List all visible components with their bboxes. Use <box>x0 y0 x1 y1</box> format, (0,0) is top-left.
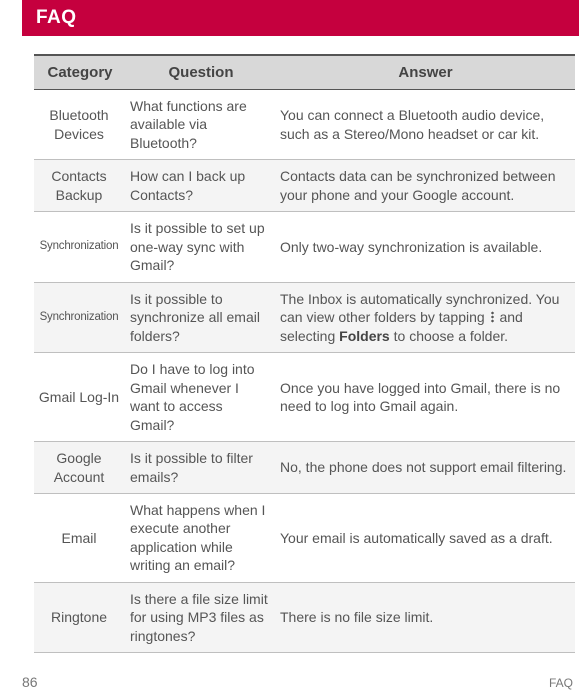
table-row: Gmail Log-InDo I have to log into Gmail … <box>34 353 575 442</box>
cell-answer: There is no file size limit. <box>276 582 575 652</box>
cell-category: Synchronization <box>34 212 126 282</box>
cell-question: Is it possible to filter emails? <box>126 442 276 494</box>
cell-category: Bluetooth Devices <box>34 90 126 160</box>
cell-question: Is it possible to set up one-way sync wi… <box>126 212 276 282</box>
footer: 86 FAQ <box>0 674 579 690</box>
cell-answer: You can connect a Bluetooth audio device… <box>276 90 575 160</box>
table-row: Bluetooth DevicesWhat functions are avai… <box>34 90 575 160</box>
table-row: EmailWhat happens when I execute another… <box>34 493 575 582</box>
table-header-row: Category Question Answer <box>34 55 575 90</box>
cell-question: What functions are available via Bluetoo… <box>126 90 276 160</box>
answer-text: You can connect a Bluetooth audio device… <box>280 107 544 141</box>
page-number: 86 <box>22 674 38 690</box>
cell-question: Do I have to log into Gmail whenever I w… <box>126 353 276 442</box>
menu-icon <box>491 311 494 323</box>
cell-question: Is there a file size limit for using MP3… <box>126 582 276 652</box>
answer-text: Only two-way synchronization is availabl… <box>280 239 542 255</box>
cell-answer: Your email is automatically saved as a d… <box>276 493 575 582</box>
answer-text: Once you have logged into Gmail, there i… <box>280 380 560 414</box>
table-row: Google AccountIs it possible to filter e… <box>34 442 575 494</box>
faq-table: Category Question Answer Bluetooth Devic… <box>34 54 575 653</box>
footer-section: FAQ <box>549 676 573 690</box>
answer-text: No, the phone does not support email fil… <box>280 459 566 475</box>
table-row: SynchronizationIs it possible to set up … <box>34 212 575 282</box>
cell-question: How can I back up Contacts? <box>126 160 276 212</box>
answer-text: Your email is automatically saved as a d… <box>280 530 553 546</box>
answer-text: Contacts data can be synchronized betwee… <box>280 168 556 202</box>
cell-category: Synchronization <box>34 282 126 352</box>
table-row: Contacts BackupHow can I back up Contact… <box>34 160 575 212</box>
page: FAQ Category Question Answer Bluetooth D… <box>0 0 579 700</box>
answer-text: to choose a folder. <box>390 328 508 344</box>
col-answer: Answer <box>276 55 575 90</box>
cell-category: Ringtone <box>34 582 126 652</box>
cell-answer: Only two-way synchronization is availabl… <box>276 212 575 282</box>
cell-category: Google Account <box>34 442 126 494</box>
cell-question: Is it possible to synchronize all email … <box>126 282 276 352</box>
cell-answer: Contacts data can be synchronized betwee… <box>276 160 575 212</box>
answer-bold: Folders <box>339 328 390 344</box>
col-category: Category <box>34 55 126 90</box>
faq-table-wrap: Category Question Answer Bluetooth Devic… <box>34 54 575 653</box>
page-title: FAQ <box>36 7 77 29</box>
table-row: RingtoneIs there a file size limit for u… <box>34 582 575 652</box>
cell-category: Email <box>34 493 126 582</box>
cell-answer: Once you have logged into Gmail, there i… <box>276 353 575 442</box>
header-bar: FAQ <box>22 0 579 36</box>
col-question: Question <box>126 55 276 90</box>
table-row: SynchronizationIs it possible to synchro… <box>34 282 575 352</box>
cell-question: What happens when I execute another appl… <box>126 493 276 582</box>
cell-category: Contacts Backup <box>34 160 126 212</box>
table-body: Bluetooth DevicesWhat functions are avai… <box>34 90 575 653</box>
cell-category: Gmail Log-In <box>34 353 126 442</box>
answer-text: There is no file size limit. <box>280 609 433 625</box>
cell-answer: No, the phone does not support email fil… <box>276 442 575 494</box>
cell-answer: The Inbox is automatically synchronized.… <box>276 282 575 352</box>
